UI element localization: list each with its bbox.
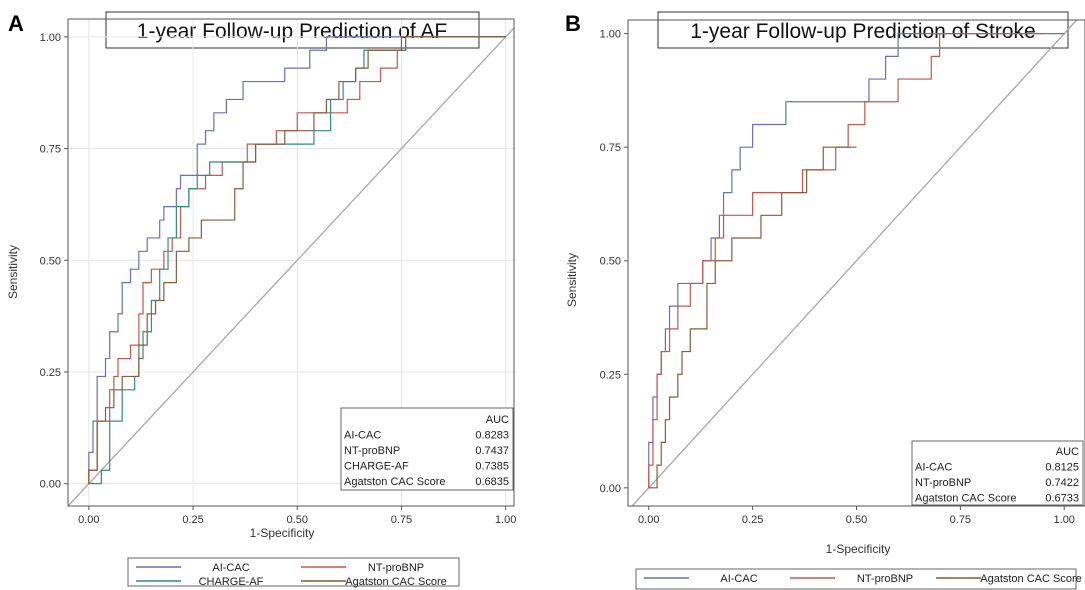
auc-name-b-nt-probnp: NT-proBNP	[915, 477, 971, 489]
plot-frame-b	[627, 19, 1085, 507]
auc-name-a-ai-cac: AI-CAC	[344, 430, 381, 442]
legend-label-b-agatston-cac-score: Agatston CAC Score	[980, 573, 1082, 585]
x-tick-label-b-2: 0.50	[846, 514, 867, 526]
plot-area-b: 0.00 0.00 0.25 0.25 0.50 0.50 0.75 0.75 1.00 1.00	[600, 19, 1085, 526]
panel-letter-b: B	[565, 11, 581, 36]
legend-label-a-agatston-cac-score: Agatston CAC Score	[345, 576, 447, 588]
auc-header-a: AUC	[486, 414, 509, 426]
series-line-b-agatston-cac-score	[648, 146, 857, 489]
auc-box-b	[911, 440, 1084, 506]
x-tick-label-b-0: 0.00	[638, 514, 659, 526]
auc-value-a-nt-probnp: 0.7437	[475, 445, 509, 457]
chart-title-a: 1-year Follow-up Prediction of AF	[137, 20, 447, 43]
legend-label-a-nt-probnp: NT-proBNP	[368, 562, 424, 574]
y-axis-label-a: Sensitivity	[6, 245, 20, 299]
y-tick-label-b-2: 0.50	[600, 256, 621, 268]
series-line-a-agatston-cac-score	[88, 36, 506, 484]
auc-name-a-nt-probnp: NT-proBNP	[344, 445, 400, 457]
auc-value-a-charge-af: 0.7385	[475, 461, 509, 473]
series-line-a-ai-cac	[88, 36, 506, 484]
x-tick-label-b-4: 1.00	[1054, 514, 1075, 526]
y-tick-label-a-2: 0.50	[40, 255, 61, 267]
panel-b: B 1-year Follow-up Prediction of Stroke …	[565, 11, 1085, 590]
auc-name-a-charge-af: CHARGE-AF	[344, 461, 409, 473]
title-box-b	[657, 11, 1069, 49]
x-tick-label-a-0: 0.00	[78, 514, 99, 526]
auc-name-b-agatston-cac-score: Agatston CAC Score	[915, 493, 1017, 505]
x-axis-label-b: 1-Specificity	[826, 542, 891, 556]
legend-a: AI-CAC NT-proBNP CHARGE-AF Agatston CAC Sco…	[127, 557, 460, 588]
auc-value-a-ai-cac: 0.8283	[475, 430, 509, 442]
plot-frame-a	[67, 18, 515, 507]
y-tick-label-b-1: 0.25	[600, 369, 621, 381]
auc-table-a: AUC AI-CAC 0.8283 NT-proBNP 0.7437 CHARGE-AF 0…	[340, 407, 514, 491]
chart-title-b: 1-year Follow-up Prediction of Stroke	[690, 20, 1036, 43]
y-tick-label-b-3: 0.75	[600, 142, 621, 154]
y-axis-label-b: Sensitivity	[565, 253, 579, 307]
title-box-a	[105, 11, 480, 49]
auc-header-b: AUC	[1056, 446, 1079, 458]
panel-a: A 1-year Follow-up Prediction of AF 1-Sp…	[6, 11, 516, 588]
x-tick-label-a-1: 0.25	[182, 514, 203, 526]
series-line-b-nt-probnp	[648, 33, 1044, 488]
x-tick-label-a-3: 0.75	[391, 514, 412, 526]
x-tick-label-a-4: 1.00	[495, 514, 516, 526]
y-tick-label-b-4: 1.00	[600, 29, 621, 41]
legend-box-b	[635, 568, 1077, 590]
reference-diagonal-a	[67, 27, 515, 507]
y-tick-label-a-0: 0.00	[40, 479, 61, 491]
reference-diagonal-b	[631, 19, 1078, 507]
x-tick-label-a-2: 0.50	[287, 514, 308, 526]
legend-b: AI-CAC NT-proBNP Agatston CAC Score	[635, 568, 1082, 590]
auc-table-b: AUC AI-CAC 0.8125 NT-proBNP 0.7422 Agatston C…	[911, 440, 1084, 506]
x-tick-label-b-1: 0.25	[742, 514, 763, 526]
legend-label-a-charge-af: CHARGE-AF	[199, 576, 264, 588]
legend-label-a-ai-cac: AI-CAC	[212, 562, 249, 574]
auc-value-b-nt-probnp: 0.7422	[1045, 477, 1079, 489]
x-tick-label-b-3: 0.75	[950, 514, 971, 526]
auc-name-b-ai-cac: AI-CAC	[915, 462, 952, 474]
x-axis-label-a: 1-Specificity	[250, 526, 315, 540]
auc-value-a-agatston-cac-score: 0.6835	[475, 476, 509, 488]
y-tick-label-b-0: 0.00	[600, 483, 621, 495]
y-tick-label-a-3: 0.75	[40, 144, 61, 156]
auc-name-a-agatston-cac-score: Agatston CAC Score	[344, 476, 446, 488]
auc-box-a	[340, 407, 514, 491]
legend-box-a	[127, 557, 460, 587]
legend-label-b-nt-probnp: NT-proBNP	[857, 573, 913, 585]
legend-label-b-ai-cac: AI-CAC	[720, 573, 757, 585]
y-tick-label-a-4: 1.00	[40, 32, 61, 44]
auc-value-b-ai-cac: 0.8125	[1045, 462, 1079, 474]
y-tick-label-a-1: 0.25	[40, 367, 61, 379]
panel-letter-a: A	[8, 11, 24, 36]
auc-value-b-agatston-cac-score: 0.6733	[1045, 493, 1079, 505]
